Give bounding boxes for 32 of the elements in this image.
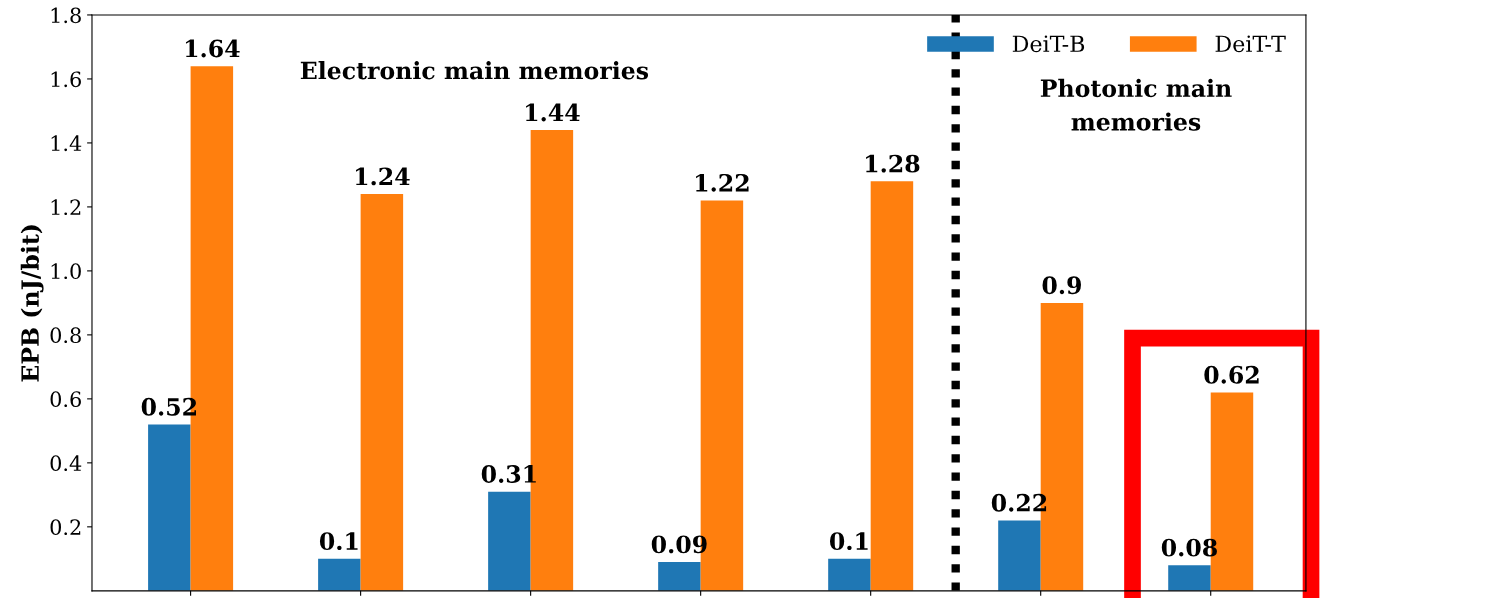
bar xyxy=(870,181,914,591)
y-tick-label: 0.2 xyxy=(50,519,81,536)
y-tick-label: 1.6 xyxy=(51,71,81,88)
data-label: 1.22 xyxy=(696,173,749,192)
data-label: 1.64 xyxy=(185,39,240,58)
y-tick-label: 1.4 xyxy=(51,135,82,152)
y-axis-title: EPB (nJ/bit) xyxy=(20,225,44,382)
bar xyxy=(998,520,1041,591)
y-tick-label: 1.2 xyxy=(51,199,81,216)
data-label: 1.28 xyxy=(866,154,920,173)
bar xyxy=(658,562,701,591)
annotation: Electronic main memories xyxy=(300,61,649,80)
data-label: 1.44 xyxy=(526,103,580,122)
bar xyxy=(318,558,361,591)
data-label: 0.9 xyxy=(1042,276,1081,295)
annotation: Photonic main memories xyxy=(1040,78,1232,131)
legend-label: DeiT-T xyxy=(1215,35,1286,53)
data-label: 0.1 xyxy=(829,532,868,551)
bar xyxy=(360,194,404,591)
y-tick-label: 1.8 xyxy=(51,7,81,24)
y-tick-label: 0.6 xyxy=(50,391,81,408)
y-tick-label: 0.4 xyxy=(50,455,82,472)
y-tick-label: 0.8 xyxy=(50,327,81,344)
bar xyxy=(148,424,191,591)
y-tick-label: 1.0 xyxy=(51,263,81,280)
data-label: 0.62 xyxy=(1204,365,1259,384)
data-label: 1.24 xyxy=(356,167,410,186)
bar xyxy=(1168,565,1211,591)
bar xyxy=(828,558,871,591)
legend-label: DeiT-B xyxy=(1012,35,1085,53)
data-label: 0.1 xyxy=(319,532,358,551)
bar xyxy=(488,491,531,591)
